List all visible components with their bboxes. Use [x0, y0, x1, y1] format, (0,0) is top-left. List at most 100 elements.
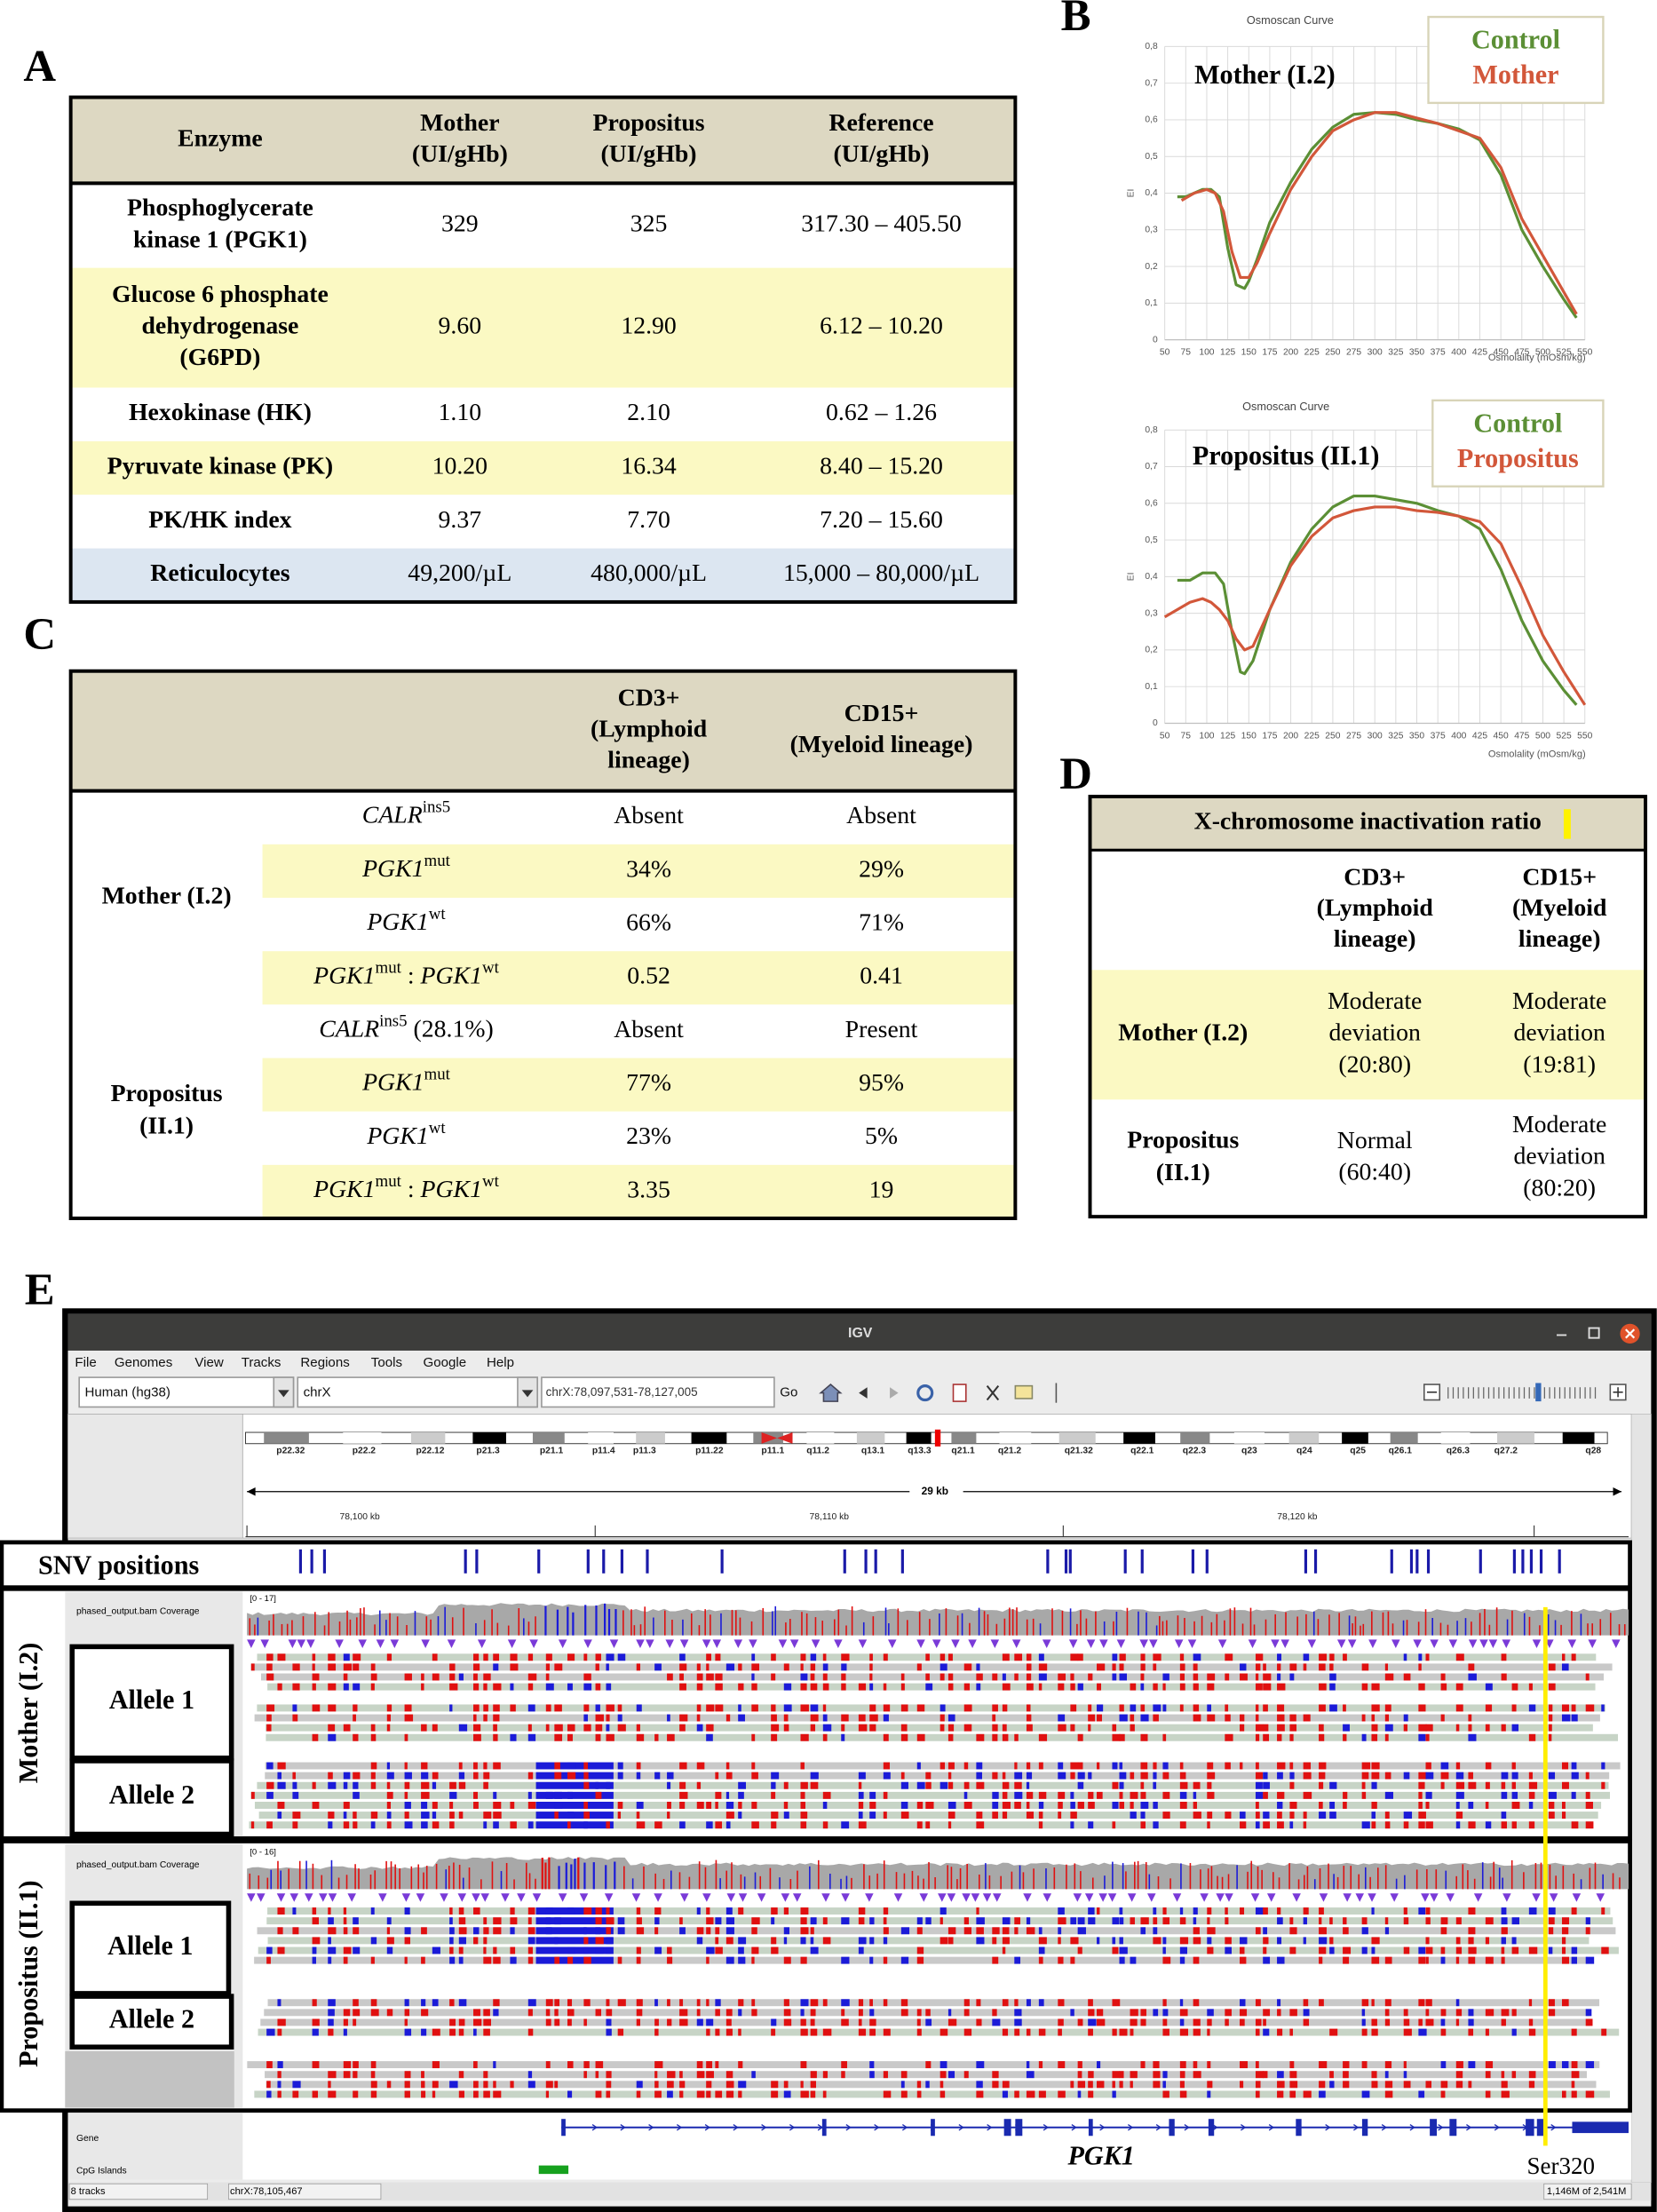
home-icon[interactable]: [819, 1383, 843, 1402]
strand-arrow: [704, 2124, 710, 2131]
read-variant: [1319, 1801, 1323, 1809]
cell-part: PGK1: [366, 908, 428, 936]
read-variant: [1038, 1683, 1043, 1691]
insertion-marker: [1174, 1639, 1184, 1648]
read-variant: [554, 1917, 561, 1925]
exon: [1526, 2119, 1534, 2137]
read-variant: [696, 1781, 702, 1789]
read-variant: [636, 1762, 641, 1770]
back-icon[interactable]: [859, 1387, 868, 1399]
current-region: [934, 1429, 941, 1447]
read-variant: [1255, 1653, 1264, 1661]
forward-icon[interactable]: [890, 1387, 899, 1399]
read-variant: [679, 1917, 683, 1925]
insertion-marker: [971, 1893, 980, 1902]
read-variant: [1058, 1917, 1066, 1925]
read-variant: [654, 1907, 662, 1915]
read-variant: [900, 2009, 908, 2017]
refresh-icon[interactable]: [916, 1384, 934, 1402]
read-variant: [1343, 1917, 1347, 1925]
read-variant: [916, 1704, 925, 1712]
read-variant: [1319, 1663, 1326, 1671]
read-variant: [370, 2061, 377, 2069]
read-variant: [751, 1946, 759, 1954]
insertion-marker: [1596, 1893, 1605, 1902]
menu-item[interactable]: Help: [487, 1355, 514, 1370]
read-variant: [738, 2028, 741, 2036]
read-variant: [1070, 1704, 1077, 1712]
read-variant: [1585, 1927, 1590, 1935]
read-variant: [976, 1999, 981, 2007]
ruler-icon: [952, 1383, 967, 1402]
read-variant: [545, 1791, 553, 1799]
table-row-bg: [262, 1004, 1016, 1058]
status-box: [1543, 2183, 1632, 2200]
read-variant: [992, 1791, 999, 1799]
read-variant: [810, 1781, 819, 1789]
insertion-marker: [507, 1639, 517, 1648]
read-variant: [654, 2061, 663, 2069]
read-variant: [1070, 2081, 1074, 2089]
read-variant: [1511, 1946, 1519, 1954]
table-header-bg: [1090, 797, 1646, 851]
read-variant: [328, 1907, 331, 1915]
read-variant: [1255, 1762, 1259, 1770]
read-variant: [783, 1927, 789, 1935]
read-variant: [1549, 1683, 1556, 1691]
read-variant: [1193, 1714, 1201, 1722]
read-variant: [1153, 1683, 1158, 1691]
read-variant: [404, 1772, 412, 1780]
read-variant: [947, 1683, 954, 1691]
chrom-select[interactable]: chrX: [304, 1385, 331, 1400]
read-variant: [404, 2090, 410, 2098]
menu-item[interactable]: View: [194, 1355, 224, 1370]
read-variant: [696, 1801, 704, 1809]
series-line: [1180, 111, 1578, 315]
menu-item[interactable]: Tools: [371, 1355, 402, 1370]
read-variant: [1088, 1917, 1096, 1925]
read-variant: [715, 1927, 720, 1935]
read-variant: [1026, 1714, 1032, 1722]
read-variant: [1140, 1801, 1149, 1809]
locus-input[interactable]: chrX:78,097,531-78,127,005: [546, 1385, 698, 1399]
read-variant: [617, 1762, 623, 1770]
read-variant: [1455, 1724, 1460, 1732]
read-variant: [725, 1917, 735, 1925]
insertion-marker: [1084, 1893, 1094, 1902]
read-variant: [822, 1704, 827, 1712]
read-variant: [404, 1704, 412, 1712]
read-variant: [1225, 1907, 1228, 1915]
read-variant: [493, 1724, 497, 1732]
menu-item[interactable]: Tracks: [242, 1355, 281, 1370]
x-tick-label: 50: [1160, 731, 1170, 741]
read-variant: [328, 1724, 336, 1732]
read-variant: [869, 1683, 874, 1691]
read-variant: [1485, 1956, 1494, 1964]
fit-icon: [986, 1385, 1000, 1401]
menu-item[interactable]: Genomes: [115, 1355, 172, 1370]
read-variant: [473, 2081, 479, 2089]
exon: [821, 2119, 827, 2137]
read-variant: [1179, 2061, 1186, 2069]
read-variant: [1207, 1821, 1210, 1829]
menu-item[interactable]: Regions: [300, 1355, 349, 1370]
read-variant: [266, 1791, 274, 1799]
insertion-marker: [679, 1639, 689, 1648]
read-variant: [1468, 2018, 1474, 2026]
read-variant: [1002, 1673, 1006, 1681]
menu-item[interactable]: File: [75, 1355, 96, 1370]
read-variant: [1425, 1937, 1430, 1945]
genome-select[interactable]: Human (hg38): [85, 1385, 170, 1400]
read-variant: [916, 1927, 923, 1935]
read-variant: [1153, 1781, 1157, 1789]
read-variant: [800, 1653, 806, 1661]
read-variant: [312, 1733, 319, 1741]
go-button[interactable]: Go: [780, 1385, 797, 1400]
table-cell: PGK1mut: [361, 1065, 451, 1097]
read-variant: [458, 1724, 468, 1732]
read-variant: [810, 1714, 819, 1722]
read-variant: [386, 1812, 392, 1820]
read-variant: [493, 1821, 499, 1829]
menu-item[interactable]: Google: [424, 1355, 467, 1370]
read-variant: [1468, 1937, 1474, 1945]
